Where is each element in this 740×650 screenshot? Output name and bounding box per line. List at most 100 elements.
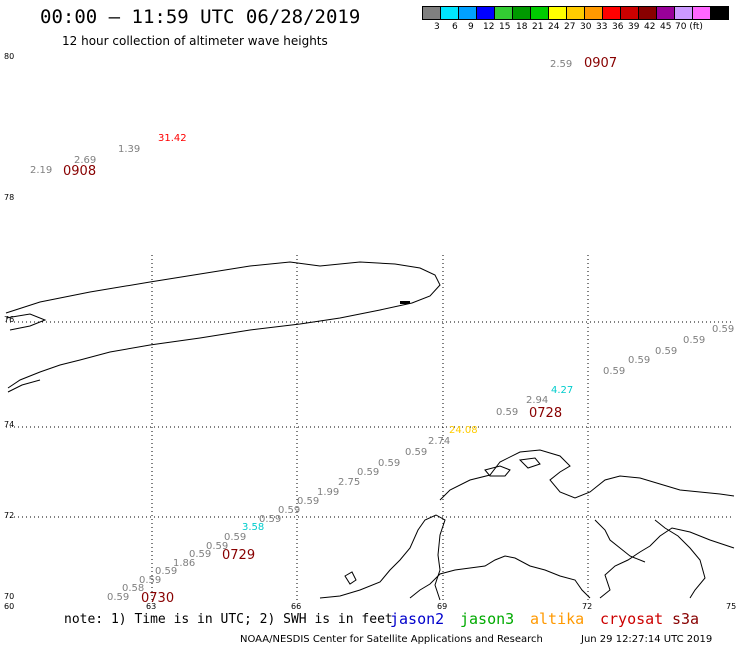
- swh-reading: 0.59: [655, 346, 678, 357]
- legend-swatch: [710, 6, 729, 20]
- swh-reading: 1.39: [118, 144, 141, 155]
- swh-reading: 0.59: [224, 532, 247, 543]
- swh-reading: 1.99: [317, 487, 340, 498]
- swh-color-legend: [422, 6, 729, 20]
- swh-reading: 2.75: [338, 477, 361, 488]
- legend-swatch: [584, 6, 603, 20]
- yamal-coast: [409, 527, 735, 599]
- swh-reading: 0.59: [405, 447, 428, 458]
- generated-timestamp: Jun 29 12:27:14 UTC 2019: [581, 634, 713, 645]
- legend-label: 18: [516, 22, 528, 32]
- lat-label-80: 80: [4, 52, 15, 61]
- swh-reading: 2.69: [74, 155, 97, 166]
- legend-label: 24: [548, 22, 560, 32]
- satellite-s3a: s3a: [672, 610, 700, 628]
- lon-label-60: 60: [4, 602, 15, 611]
- novaya-zemlya-north-coast: [5, 261, 441, 389]
- legend-swatch: [530, 6, 549, 20]
- satellite-altika: altika: [530, 610, 585, 628]
- bay-shoreline: [439, 449, 735, 501]
- island-marker: [400, 301, 410, 304]
- units-note: note: 1) Time is in UTC; 2) SWH is in fe…: [64, 612, 393, 627]
- legend-label: 3: [434, 22, 440, 32]
- swh-reading: 0.59: [297, 496, 320, 507]
- legend-label: 42: [644, 22, 656, 32]
- lon-label-66: 66: [291, 602, 302, 611]
- graticule: [6, 255, 734, 600]
- pass-label: 0907: [584, 56, 618, 71]
- swh-reading: 31.42: [158, 133, 187, 144]
- legend-swatch: [422, 6, 441, 20]
- legend-label: 33: [596, 22, 608, 32]
- lat-label-72: 72: [4, 511, 15, 520]
- swh-reading: 0.59: [189, 549, 212, 560]
- legend-label: 36: [612, 22, 624, 32]
- swh-reading: 0.59: [378, 458, 401, 469]
- swh-reading: 0.59: [206, 541, 229, 552]
- swh-reading: 0.59: [155, 566, 178, 577]
- lat-label-76: 76: [4, 315, 15, 324]
- legend-swatch: [566, 6, 585, 20]
- pass-label: 0730: [141, 591, 175, 606]
- swh-reading: 0.59: [712, 324, 735, 335]
- swh-reading: 0.59: [139, 575, 162, 586]
- legend-label: 9: [468, 22, 474, 32]
- legend-swatch: [548, 6, 567, 20]
- map-title: 00:00 – 11:59 UTC 06/28/2019: [40, 6, 361, 28]
- legend-swatch: [656, 6, 675, 20]
- swh-reading: 4.27: [551, 385, 574, 396]
- swh-reading: 0.59: [259, 514, 282, 525]
- swh-reading: 0.59: [496, 407, 519, 418]
- lon-label-75: 75: [726, 602, 737, 611]
- estuary-shoreline: [594, 519, 706, 599]
- swh-reading: 0.59: [683, 335, 706, 346]
- pass-label: 0908: [63, 164, 97, 179]
- satellite-jason2: jason2: [390, 610, 445, 628]
- lat-label-74: 74: [4, 420, 15, 429]
- satellite-jason3: jason3: [460, 610, 515, 628]
- legend-label: 70 (ft): [675, 22, 703, 32]
- swh-reading: 24.08: [449, 425, 478, 436]
- legend-swatch: [512, 6, 531, 20]
- legend-swatch: [458, 6, 477, 20]
- swh-reading: 0.59: [628, 355, 651, 366]
- swh-reading: 2.94: [526, 395, 549, 406]
- legend-swatch: [440, 6, 459, 20]
- legend-label: 15: [499, 22, 511, 32]
- lat-label-70: 70: [4, 592, 15, 601]
- lon-label-63: 63: [146, 602, 157, 611]
- swh-reading: 2.59: [550, 59, 573, 70]
- legend-swatch: [494, 6, 513, 20]
- credit-line: NOAA/NESDIS Center for Satellite Applica…: [240, 634, 543, 645]
- legend-swatch: [692, 6, 711, 20]
- islands: [344, 457, 541, 585]
- novaya-zemlya-inner: [5, 313, 47, 393]
- pass-label: 0728: [529, 406, 563, 421]
- gydan-coast: [319, 514, 446, 601]
- legend-label: 6: [452, 22, 458, 32]
- lat-label-78: 78: [4, 193, 15, 202]
- legend-label: 12: [483, 22, 495, 32]
- legend-label: 45: [660, 22, 672, 32]
- swh-reading: 1.86: [173, 558, 196, 569]
- lon-label-69: 69: [437, 602, 448, 611]
- swh-reading: 0.59: [278, 505, 301, 516]
- lon-label-72: 72: [582, 602, 593, 611]
- pass-label: 0729: [222, 548, 256, 563]
- swh-reading: 0.59: [357, 467, 380, 478]
- swh-reading: 2.74: [428, 436, 451, 447]
- legend-label: 21: [532, 22, 544, 32]
- legend-swatch: [476, 6, 495, 20]
- swh-reading: 0.59: [107, 592, 130, 603]
- legend-swatch: [602, 6, 621, 20]
- satellite-cryosat: cryosat: [600, 610, 664, 628]
- legend-swatch: [620, 6, 639, 20]
- coastline: [5, 261, 735, 601]
- legend-swatch: [638, 6, 657, 20]
- swh-reading: 3.58: [242, 522, 265, 533]
- swh-reading: 0.58: [122, 583, 145, 594]
- legend-label: 30: [580, 22, 592, 32]
- legend-swatch: [674, 6, 693, 20]
- swh-reading: 2.19: [30, 165, 53, 176]
